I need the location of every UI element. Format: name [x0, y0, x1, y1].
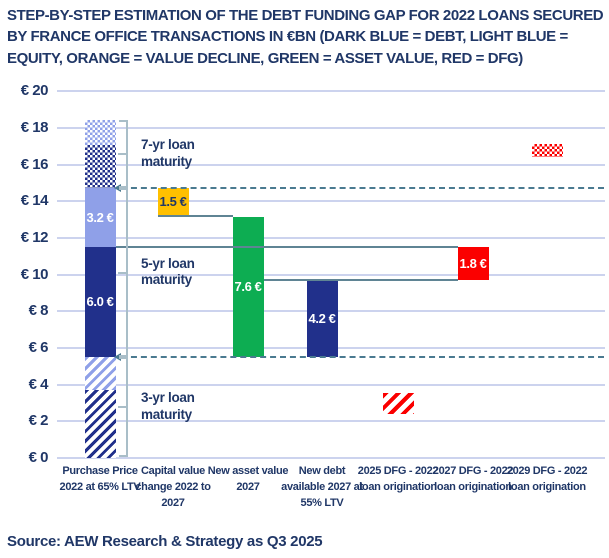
bar-segment-orange: [157, 188, 189, 216]
maturity-bracket: [126, 119, 128, 189]
maturity-bracket: [118, 406, 127, 409]
y-axis-tick-label: € 18: [20, 118, 49, 136]
y-axis-tick-label: € 20: [20, 82, 49, 100]
gridline: [57, 383, 605, 386]
maturity-bracket: [126, 188, 128, 358]
gridline: [57, 90, 605, 93]
bar-segment-navy-dots: [84, 145, 116, 189]
bar-segment-red-hatch: [382, 392, 414, 414]
connector-line: [157, 214, 233, 217]
bar-value-label: 1.5 €: [159, 194, 187, 210]
x-axis-category-label: New debt available 2027 at 55% LTV: [281, 465, 363, 509]
y-axis-tick-label: € 6: [28, 338, 49, 356]
maturity-bracket: [119, 186, 127, 189]
bar-value-label: 6.0 €: [86, 294, 114, 310]
y-axis-tick-label: € 2: [28, 412, 49, 430]
bar-segment-lightblue-dots: [84, 119, 116, 146]
gridline: [57, 236, 605, 239]
bar-segment-navy: [306, 280, 338, 358]
bar-value-label: 4.2 €: [308, 310, 336, 326]
gridline: [57, 273, 605, 276]
y-axis-tick-label: € 0: [28, 449, 49, 466]
bar-segment-green: [232, 216, 264, 358]
maturity-bracket: [119, 188, 127, 191]
y-axis-tick-label: € 16: [20, 155, 49, 173]
bar-segment-navy-hatch: [84, 390, 116, 458]
y-axis-tick-label: € 10: [20, 265, 49, 283]
y-axis-tick-label: € 14: [20, 192, 49, 210]
gridline: [57, 457, 605, 459]
x-axis-category-label: Purchase Price 2022 at 65% LTV: [59, 465, 141, 493]
bar-segment-lightblue: [84, 188, 116, 248]
x-axis-category-label: New asset value 2027: [207, 465, 289, 493]
x-axis-category-label: Capital value change 2022 to 2027: [135, 465, 211, 509]
bar-segment-red-dots: [531, 144, 563, 158]
maturity-bracket: [126, 357, 128, 457]
bar-segment-lightblue-hatch: [84, 357, 116, 391]
chart-title-line-3: EQUITY, ORANGE = VALUE DECLINE, GREEN = …: [7, 49, 523, 67]
dashed-guide-arrow-icon: [114, 184, 121, 193]
bar-value-label: 7.6 €: [234, 279, 262, 295]
maturity-label: 3-yr loan maturity: [141, 390, 195, 422]
chart-title-line-2: BY FRANCE OFFICE TRANSACTIONS IN €BN (DA…: [7, 28, 568, 46]
x-axis-category-label: 2029 DFG - 2022 loan origination: [506, 465, 588, 493]
x-axis-category-label: 2025 DFG - 2022 loan origination: [357, 465, 439, 493]
y-axis-tick-label: € 4: [28, 375, 49, 393]
maturity-bracket: [119, 355, 127, 358]
connector-line: [115, 246, 458, 249]
gridline: [57, 200, 605, 203]
bar-value-label: 3.2 €: [86, 209, 114, 225]
y-axis-tick-label: € 12: [20, 228, 49, 246]
bar-segment-red: [457, 247, 489, 281]
dashed-guide-arrow-icon: [114, 353, 121, 362]
maturity-bracket: [119, 119, 127, 122]
gridline: [57, 420, 605, 423]
chart-title: STEP-BY-STEP ESTIMATION OF THE DEBT FUND…: [7, 5, 604, 69]
bar-segment-navy: [84, 247, 116, 358]
maturity-bracket: [119, 357, 127, 360]
y-axis-tick-label: € 8: [28, 302, 49, 320]
bar-value-label: 1.8 €: [459, 255, 487, 271]
chart-title-line-1: STEP-BY-STEP ESTIMATION OF THE DEBT FUND…: [7, 7, 604, 24]
maturity-bracket: [118, 153, 127, 156]
source-note: Source: AEW Research & Strategy as Q3 20…: [7, 533, 323, 550]
maturity-bracket: [119, 455, 127, 457]
maturity-bracket: [118, 271, 127, 274]
gridline: [57, 126, 605, 129]
dashed-guide-line: [121, 187, 604, 190]
gridline: [57, 163, 605, 166]
connector-line: [263, 279, 458, 282]
maturity-label: 7-yr loan maturity: [141, 137, 195, 169]
x-axis-category-label: 2027 DFG - 2022 loan origination: [432, 465, 514, 493]
dashed-guide-line: [121, 356, 604, 359]
maturity-label: 5-yr loan maturity: [141, 255, 195, 288]
